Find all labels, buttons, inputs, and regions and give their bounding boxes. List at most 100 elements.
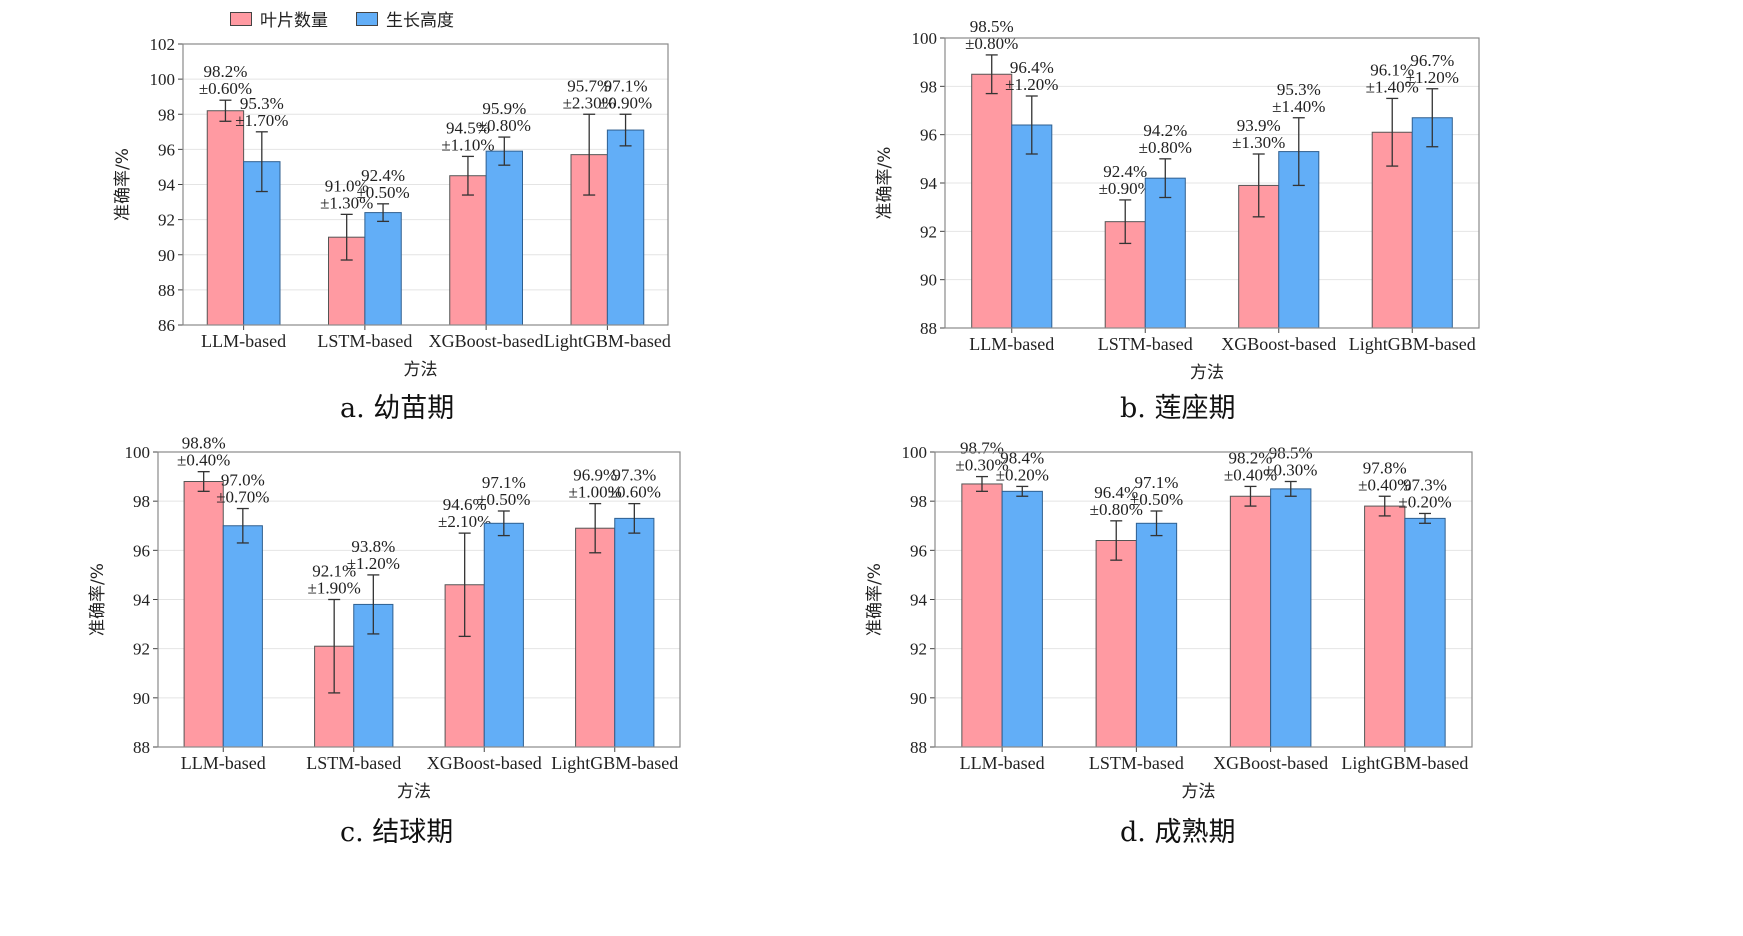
data-label-value-leaf-count-xgboost: 94.5% (446, 118, 490, 137)
chart-svg-c: 88 90 92 94 96 98 100 LLM-based 98.8%±0.40%97.0%… (88, 434, 681, 802)
data-label-value-leaf-count-lstm: 96.4% (1094, 483, 1138, 502)
y-tick-label-6: 98 (158, 105, 175, 124)
legend-swatch-growth-height (356, 11, 378, 26)
data-label-error-growth-height-lstm: ±0.80% (1139, 138, 1192, 157)
bar-growth-height-lstm (1144, 177, 1186, 329)
data-label-error-leaf-count-lstm: ±1.90% (308, 579, 361, 598)
bar-leaf-count-xgboost (449, 175, 487, 326)
data-label-error-growth-height-lstm: ±0.50% (1130, 490, 1183, 509)
data-label-error-leaf-count-llm: ±0.40% (177, 451, 230, 470)
y-tick-label-2: 90 (158, 246, 175, 265)
bar-growth-height-lightgbm (1404, 517, 1446, 748)
x-tick-label-lightgbm: LightGBM-based (551, 753, 678, 773)
data-label-value-leaf-count-lightgbm: 95.7% (567, 76, 611, 95)
data-label-value-growth-height-lightgbm: 96.7% (1410, 51, 1454, 70)
y-tick-label-3: 94 (133, 591, 151, 610)
data-label-value-growth-height-llm: 97.0% (221, 471, 265, 490)
y-tick-label-2: 92 (920, 222, 937, 241)
data-label-error-growth-height-xgboost: ±1.40% (1272, 97, 1325, 116)
x-tick-label-llm: LLM-based (960, 753, 1045, 773)
data-label-error-leaf-count-xgboost: ±1.30% (1232, 133, 1285, 152)
data-label-value-leaf-count-lstm: 91.0% (325, 176, 369, 195)
bar-growth-height-lightgbm (614, 517, 655, 748)
data-label-error-leaf-count-lightgbm: ±0.40% (1358, 475, 1411, 494)
data-label-value-leaf-count-lstm: 92.1% (312, 562, 356, 581)
y-tick-label-4: 94 (158, 176, 176, 195)
data-label-error-growth-height-llm: ±1.20% (1005, 75, 1058, 94)
y-tick-label-1: 90 (910, 689, 927, 708)
caption-d: d. 成熟期 (1120, 817, 1236, 848)
data-label-value-leaf-count-lstm: 92.4% (1103, 162, 1147, 181)
bar-leaf-count-llm (961, 483, 1003, 748)
x-tick-label-xgboost: XGBoost-based (429, 331, 544, 351)
x-tick-label-lightgbm: LightGBM-based (1349, 334, 1476, 354)
data-label-error-growth-height-llm: ±1.70% (235, 111, 288, 130)
x-tick-label-lightgbm: LightGBM-based (544, 331, 671, 351)
data-label-value-growth-height-lstm: 94.2% (1143, 121, 1187, 140)
plot-frame (944, 37, 1480, 329)
x-tick-label-lstm: LSTM-based (306, 753, 401, 773)
x-tick-label-lstm: LSTM-based (1098, 334, 1193, 354)
x-axis-title: 方法 (404, 360, 438, 380)
y-tick-label-3: 94 (920, 174, 938, 193)
data-label-value-growth-height-xgboost: 98.5% (1269, 444, 1313, 463)
data-label-value-leaf-count-llm: 98.5% (970, 17, 1014, 36)
y-tick-label-4: 96 (920, 126, 937, 145)
y-axis-title: 准确率/% (875, 147, 895, 220)
y-tick-label-1: 90 (133, 689, 150, 708)
data-label-error-leaf-count-llm: ±0.30% (955, 456, 1008, 475)
bar-growth-height-llm (222, 525, 263, 748)
data-label-error-growth-height-llm: ±0.70% (216, 488, 269, 507)
chart-panel-a: 86 88 90 92 94 96 98 100 102 LLM-based 98.2% ±0.60%… (0, 0, 780, 460)
y-axis-title: 准确率/% (865, 563, 885, 636)
data-label-error-growth-height-lightgbm: ±0.60% (608, 483, 661, 502)
data-label-error-leaf-count-xgboost: ±2.10% (438, 512, 491, 531)
data-label-error-leaf-count-lstm: ±0.90% (1099, 179, 1152, 198)
data-label-error-leaf-count-xgboost: ±0.40% (1224, 465, 1277, 484)
data-label-error-growth-height-lightgbm: ±1.20% (1406, 68, 1459, 87)
caption-b: b. 莲座期 (1120, 393, 1236, 424)
y-axis-title: 准确率/% (88, 563, 108, 636)
plot-group: 88 90 92 94 96 98 100 LLM-based 98.8%±0.40%97.0%… (88, 434, 681, 802)
chart-svg-d: 889092949698100LLM-based98.7%±0.30%98.4%… (865, 439, 1473, 802)
y-tick-label-4: 96 (910, 541, 927, 560)
plot-frame (157, 451, 681, 748)
bar-growth-height-lstm (364, 212, 402, 326)
data-label-error-leaf-count-lstm: ±1.30% (320, 193, 373, 212)
y-tick-label-6: 100 (912, 29, 938, 48)
data-label-error-leaf-count-lstm: ±0.80% (1090, 500, 1143, 519)
data-label-value-growth-height-xgboost: 97.1% (482, 473, 526, 492)
y-tick-label-3: 94 (910, 591, 928, 610)
y-tick-label-1: 90 (920, 271, 937, 290)
y-tick-label-0: 86 (158, 316, 175, 335)
data-label-error-growth-height-lightgbm: ±0.20% (1398, 492, 1451, 511)
y-tick-label-6: 100 (902, 443, 928, 462)
x-tick-label-lightgbm: LightGBM-based (1341, 753, 1468, 773)
y-tick-label-0: 88 (920, 319, 937, 338)
legend-label-leaf-count: 叶片数量 (260, 11, 328, 31)
x-axis-title: 方法 (1190, 363, 1224, 383)
data-label-error-growth-height-xgboost: ±0.30% (1264, 461, 1317, 480)
x-tick-label-llm: LLM-based (969, 334, 1054, 354)
y-tick-label-5: 96 (158, 140, 175, 159)
caption-a: a. 幼苗期 (340, 393, 455, 424)
legend-label-growth-height: 生长高度 (386, 11, 454, 31)
x-axis-title: 方法 (1182, 782, 1216, 802)
y-tick-label-5: 98 (920, 77, 937, 96)
legend-swatch-leaf-count (230, 11, 252, 26)
bar-growth-height-lstm (1135, 522, 1178, 748)
x-tick-label-llm: LLM-based (181, 753, 266, 773)
data-label-error-growth-height-xgboost: ±0.50% (477, 490, 530, 509)
data-label-error-growth-height-lstm: ±1.20% (347, 554, 400, 573)
legend-item-growth-height: 生长高度 (356, 6, 454, 31)
data-label-value-leaf-count-llm: 98.2% (203, 62, 247, 81)
data-label-error-growth-height-xgboost: ±0.80% (478, 116, 531, 135)
data-label-error-growth-height-llm: ±0.20% (996, 465, 1049, 484)
data-label-error-leaf-count-lightgbm: ±1.40% (1366, 77, 1419, 96)
data-label-error-leaf-count-llm: ±0.60% (199, 79, 252, 98)
x-tick-label-xgboost: XGBoost-based (1221, 334, 1336, 354)
y-tick-label-6: 100 (125, 443, 151, 462)
data-label-value-growth-height-lstm: 97.1% (1135, 473, 1179, 492)
bar-leaf-count-llm (183, 481, 224, 748)
